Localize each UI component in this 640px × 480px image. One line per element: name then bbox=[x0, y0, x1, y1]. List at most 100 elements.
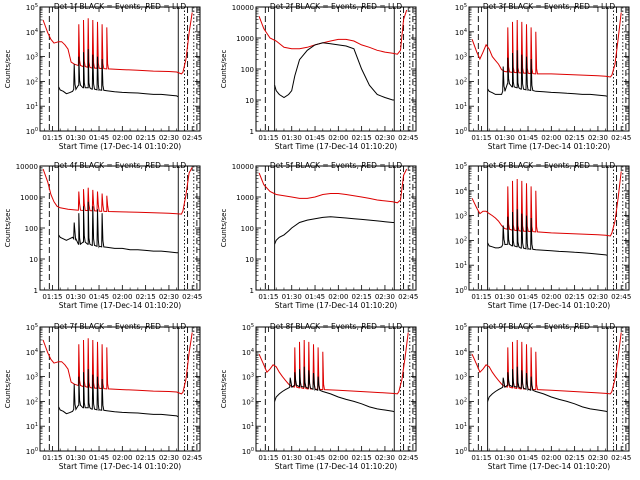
y-tick-label: 100 bbox=[26, 127, 38, 136]
x-tick-label: 02:45 bbox=[182, 134, 202, 142]
x-tick-label: 01:30 bbox=[66, 134, 86, 142]
x-tick-label: 01:45 bbox=[89, 134, 109, 142]
x-tick-label: 02:00 bbox=[328, 293, 348, 301]
x-tick-label: 01:30 bbox=[495, 454, 515, 462]
series-line-lld bbox=[42, 332, 193, 395]
plot-frame bbox=[39, 326, 201, 452]
y-tick-label: 104 bbox=[455, 187, 467, 196]
y-tick-label: 100 bbox=[455, 286, 467, 295]
x-tick-label: 02:45 bbox=[611, 293, 631, 301]
y-tick-label: 100 bbox=[25, 225, 38, 233]
x-axis-label: Start Time (17-Dec-14 01:10:20) bbox=[59, 462, 181, 471]
x-tick-label: 01:45 bbox=[305, 454, 325, 462]
x-tick-label: 01:15 bbox=[258, 134, 278, 142]
y-tick-label: 102 bbox=[26, 397, 38, 406]
chart-panel-2: Det 2f BLACK = Events, RED = LLDCounts/s… bbox=[220, 2, 418, 151]
x-tick-label: 01:30 bbox=[282, 454, 302, 462]
y-tick-label: 102 bbox=[455, 236, 467, 245]
x-tick-label: 01:30 bbox=[66, 293, 86, 301]
x-tick-label: 02:15 bbox=[352, 454, 372, 462]
y-tick-label: 1000 bbox=[236, 194, 254, 202]
x-tick-label: 02:45 bbox=[398, 134, 418, 142]
y-tick-label: 103 bbox=[455, 53, 467, 62]
x-tick-label: 01:30 bbox=[282, 134, 302, 142]
x-tick-label: 02:00 bbox=[541, 454, 561, 462]
plot-frame bbox=[468, 326, 630, 452]
x-tick-label: 01:15 bbox=[471, 293, 491, 301]
chart-panel-6: Det 6f BLACK = Events, RED = LLD10010110… bbox=[455, 161, 631, 310]
x-tick-label: 02:15 bbox=[565, 134, 585, 142]
x-axis-label: Start Time (17-Dec-14 01:10:20) bbox=[488, 142, 610, 151]
x-tick-label: 01:30 bbox=[282, 293, 302, 301]
series-line-events bbox=[274, 216, 395, 245]
x-tick-label: 02:15 bbox=[352, 134, 372, 142]
y-axis-label: Counts/sec bbox=[220, 209, 228, 248]
y-tick-label: 10000 bbox=[16, 163, 38, 171]
x-axis-label: Start Time (17-Dec-14 01:10:20) bbox=[275, 301, 397, 310]
x-tick-label: 02:00 bbox=[328, 134, 348, 142]
series-line-lld bbox=[42, 167, 193, 215]
y-tick-label: 1 bbox=[250, 287, 254, 295]
y-tick-label: 101 bbox=[26, 102, 38, 111]
x-tick-label: 02:30 bbox=[375, 293, 395, 301]
x-tick-label: 02:30 bbox=[375, 134, 395, 142]
y-tick-label: 103 bbox=[455, 373, 467, 382]
x-tick-label: 02:45 bbox=[398, 454, 418, 462]
chart-panel-7: Det 7f BLACK = Events, RED = LLDCounts/s… bbox=[4, 322, 202, 471]
x-tick-label: 02:30 bbox=[588, 454, 608, 462]
x-tick-label: 02:15 bbox=[565, 293, 585, 301]
series-line-lld bbox=[258, 168, 408, 204]
chart-panel-3: Det 3f BLACK = Events, RED = LLD10010110… bbox=[455, 2, 631, 151]
plot-frame bbox=[468, 6, 630, 132]
x-tick-label: 02:00 bbox=[328, 454, 348, 462]
x-axis-label: Start Time (17-Dec-14 01:10:20) bbox=[59, 301, 181, 310]
x-tick-label: 02:00 bbox=[541, 134, 561, 142]
y-tick-label: 10 bbox=[245, 256, 254, 264]
series-line-events bbox=[487, 209, 608, 256]
chart-panel-1: Det 1f BLACK = Events, RED = LLDCounts/s… bbox=[4, 2, 202, 151]
y-tick-label: 104 bbox=[455, 28, 467, 37]
x-tick-label: 02:15 bbox=[136, 454, 156, 462]
series-line-lld bbox=[471, 171, 622, 237]
series-line-lld bbox=[258, 332, 409, 395]
x-tick-label: 02:15 bbox=[136, 293, 156, 301]
x-axis-label: Start Time (17-Dec-14 01:10:20) bbox=[59, 142, 181, 151]
y-tick-label: 102 bbox=[455, 397, 467, 406]
y-axis-label: Counts/sec bbox=[220, 370, 228, 409]
y-tick-label: 101 bbox=[455, 422, 467, 431]
x-tick-label: 01:45 bbox=[305, 293, 325, 301]
x-tick-label: 01:15 bbox=[42, 134, 62, 142]
x-tick-label: 01:30 bbox=[495, 134, 515, 142]
x-tick-label: 01:45 bbox=[518, 293, 538, 301]
x-tick-label: 01:15 bbox=[42, 293, 62, 301]
x-tick-label: 01:15 bbox=[471, 454, 491, 462]
x-tick-label: 02:30 bbox=[159, 454, 179, 462]
y-axis-label: Counts/sec bbox=[4, 209, 12, 248]
y-tick-label: 102 bbox=[26, 77, 38, 86]
y-tick-label: 100 bbox=[455, 127, 467, 136]
y-axis-label: Counts/sec bbox=[220, 50, 228, 89]
y-tick-label: 10 bbox=[29, 256, 38, 264]
y-tick-label: 101 bbox=[455, 102, 467, 111]
x-tick-label: 01:15 bbox=[471, 134, 491, 142]
y-tick-label: 100 bbox=[242, 447, 254, 456]
x-tick-label: 01:30 bbox=[495, 293, 515, 301]
y-tick-label: 100 bbox=[455, 447, 467, 456]
plot-frame bbox=[255, 165, 417, 291]
x-tick-label: 01:45 bbox=[518, 454, 538, 462]
y-tick-label: 105 bbox=[455, 3, 467, 12]
chart-panel-8: Det 8f BLACK = Events, RED = LLDCounts/s… bbox=[220, 322, 418, 471]
y-tick-label: 1 bbox=[34, 287, 38, 295]
x-tick-label: 02:45 bbox=[611, 454, 631, 462]
y-tick-label: 105 bbox=[455, 162, 467, 171]
series-line-events bbox=[487, 366, 608, 413]
series-line-events bbox=[274, 42, 395, 101]
series-line-events bbox=[58, 201, 179, 254]
x-tick-label: 02:30 bbox=[375, 454, 395, 462]
x-tick-label: 01:45 bbox=[305, 134, 325, 142]
y-tick-label: 103 bbox=[26, 373, 38, 382]
y-tick-label: 101 bbox=[26, 422, 38, 431]
x-tick-label: 02:00 bbox=[112, 454, 132, 462]
y-tick-label: 105 bbox=[242, 323, 254, 332]
